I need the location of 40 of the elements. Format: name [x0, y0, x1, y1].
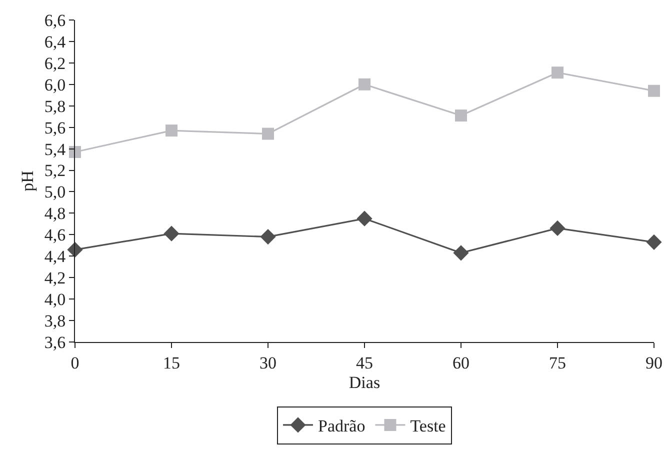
y-tick-label: 4,4 [44, 247, 66, 266]
point [455, 110, 467, 122]
point [356, 210, 372, 226]
legend-label: Padrão [318, 416, 366, 436]
y-tick-label: 6,4 [44, 32, 66, 52]
x-tick-label: 60 [452, 353, 470, 372]
y-tick-label: 4,6 [44, 226, 66, 245]
x-axis-title: Dias [348, 372, 380, 392]
y-tick-label: 3,6 [44, 332, 66, 352]
x-tick-label: 0 [70, 353, 80, 372]
y-axis-title: pH [18, 170, 37, 192]
point [646, 234, 662, 250]
point [262, 128, 274, 140]
point [260, 229, 276, 245]
y-tick-label: 5,6 [44, 118, 66, 138]
x-tick-label: 45 [356, 353, 373, 372]
point [164, 226, 180, 242]
y-tick-label: 4,0 [44, 290, 66, 310]
point [166, 124, 178, 137]
point [550, 220, 566, 236]
y-tick-label: 5,4 [44, 140, 66, 159]
y-tick-label: 6,2 [44, 54, 66, 73]
point [453, 245, 469, 261]
y-tick-label: 5,8 [44, 96, 66, 116]
point [358, 78, 370, 90]
y-tick-label: 6,0 [44, 75, 66, 94]
legend-label: Teste [410, 416, 446, 436]
point [648, 84, 660, 97]
y-tick-label: 5,0 [44, 182, 66, 202]
x-tick-label: 75 [549, 353, 566, 372]
y-tick-label: 4,8 [44, 204, 66, 224]
x-tick-label: 30 [260, 353, 276, 372]
y-tick-label: 6,6 [44, 10, 66, 30]
y-tick-label: 5,2 [44, 161, 66, 180]
point [67, 242, 83, 258]
y-tick-label: 3,8 [44, 311, 66, 330]
point [552, 66, 564, 79]
x-tick-label: 90 [646, 353, 662, 372]
x-tick-label: 15 [163, 353, 180, 372]
y-tick-label: 4,2 [44, 268, 66, 288]
